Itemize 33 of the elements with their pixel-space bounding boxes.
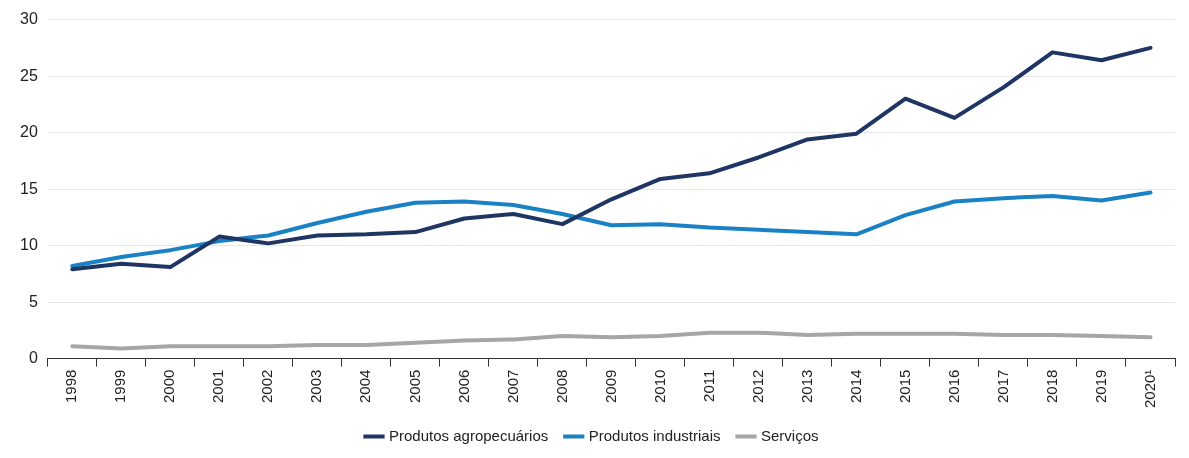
x-tick-label: 1998 <box>62 369 80 404</box>
x-tick-label: 2017 <box>993 369 1011 404</box>
x-tick-label: 2016 <box>944 369 962 404</box>
x-tick-label: 2011 <box>699 369 717 402</box>
x-tick-label: 2010 <box>650 369 668 404</box>
x-tick-label: 2001 <box>209 369 227 404</box>
legend-label: Serviços <box>760 426 819 444</box>
y-tick-label: 30 <box>20 10 38 28</box>
x-tick-label: 1999 <box>111 369 129 404</box>
x-tick-label: 2009 <box>601 369 619 404</box>
x-tick-label: 2020¹ <box>1140 369 1158 409</box>
y-tick-label: 0 <box>28 349 38 367</box>
x-tick-label: 2013 <box>797 369 815 404</box>
x-tick-label: 2018 <box>1042 369 1060 404</box>
y-tick-label: 5 <box>28 292 38 310</box>
y-tick-label: 15 <box>20 179 38 197</box>
x-tick-label: 2000 <box>160 369 178 404</box>
x-tick-label: 2008 <box>552 369 570 404</box>
y-tick-label: 10 <box>20 236 38 254</box>
legend-label: Produtos agropecuários <box>388 426 549 444</box>
y-tick-label: 25 <box>20 66 38 84</box>
x-tick-label: 2003 <box>307 369 325 404</box>
x-tick-label: 2012 <box>748 369 766 404</box>
x-tick-label: 2015 <box>895 369 913 404</box>
x-tick-label: 2004 <box>356 369 374 404</box>
x-tick-label: 2014 <box>846 369 864 404</box>
x-tick-label: 2007 <box>503 369 521 404</box>
x-tick-label: 2005 <box>405 369 423 404</box>
x-tick-label: 2019 <box>1091 369 1109 404</box>
legend-label: Produtos industriais <box>588 426 721 444</box>
y-tick-label: 20 <box>20 123 38 141</box>
x-tick-label: 2006 <box>454 369 472 404</box>
x-tick-label: 2002 <box>258 369 276 404</box>
